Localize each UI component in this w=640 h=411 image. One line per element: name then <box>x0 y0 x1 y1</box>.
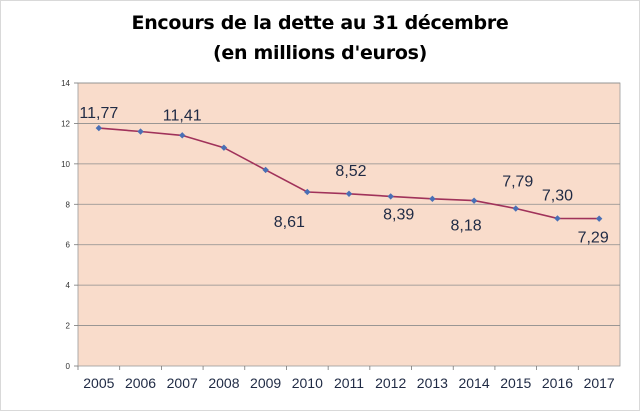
data-label-2016: 7,30 <box>542 187 573 204</box>
data-label-2005: 11,77 <box>79 105 118 122</box>
plot-area <box>77 82 621 367</box>
y-tick-label: 4 <box>66 281 71 290</box>
x-tick-label: 2007 <box>167 375 198 391</box>
x-tick-label: 2009 <box>250 375 281 391</box>
x-tick-label: 2014 <box>458 375 489 391</box>
x-tick-label: 2013 <box>417 375 448 391</box>
x-tick-label: 2006 <box>125 375 156 391</box>
data-point-2005 <box>95 124 103 132</box>
data-point-2009 <box>262 166 269 174</box>
data-label-2007: 11,41 <box>163 107 202 124</box>
data-label-2012: 8,39 <box>383 206 414 223</box>
y-tick-label: 12 <box>61 119 70 128</box>
data-label-2015: 7,79 <box>502 174 533 191</box>
x-tick-label: 2015 <box>500 375 531 391</box>
data-point-2017 <box>595 215 603 222</box>
chart-title-line1: Encours de la dette au 31 décembre <box>131 12 509 34</box>
data-point-2007 <box>179 132 186 139</box>
y-tick-label: 0 <box>66 362 71 371</box>
x-tick-label: 2016 <box>542 375 573 391</box>
x-tick-label: 2011 <box>334 375 364 391</box>
x-tick-label: 2008 <box>208 375 239 391</box>
x-tick-label: 2012 <box>375 375 406 391</box>
data-point-2010 <box>304 188 311 196</box>
x-tick-label: 2010 <box>292 375 323 391</box>
data-point-2014 <box>470 197 478 204</box>
data-point-2008 <box>220 144 228 151</box>
data-label-2017: 7,29 <box>578 230 609 247</box>
data-label-2010: 8,61 <box>274 214 305 231</box>
data-point-2012 <box>387 193 394 200</box>
data-point-2013 <box>429 195 436 203</box>
y-tick-label: 14 <box>61 79 70 88</box>
y-tick-label: 8 <box>66 200 71 209</box>
y-tick-label: 10 <box>61 160 70 169</box>
y-tick-label: 6 <box>66 241 71 250</box>
chart-title-line2: (en millions d'euros) <box>212 42 427 64</box>
data-label-2014: 8,18 <box>451 218 482 235</box>
x-tick-label: 2017 <box>584 375 615 391</box>
x-tick-label: 2005 <box>83 375 114 391</box>
data-point-2011 <box>345 190 353 197</box>
data-point-2006 <box>137 128 144 135</box>
data-point-2016 <box>554 215 561 222</box>
data-label-2011: 8,52 <box>335 163 366 180</box>
data-point-2015 <box>512 205 519 212</box>
y-tick-label: 2 <box>66 322 71 331</box>
